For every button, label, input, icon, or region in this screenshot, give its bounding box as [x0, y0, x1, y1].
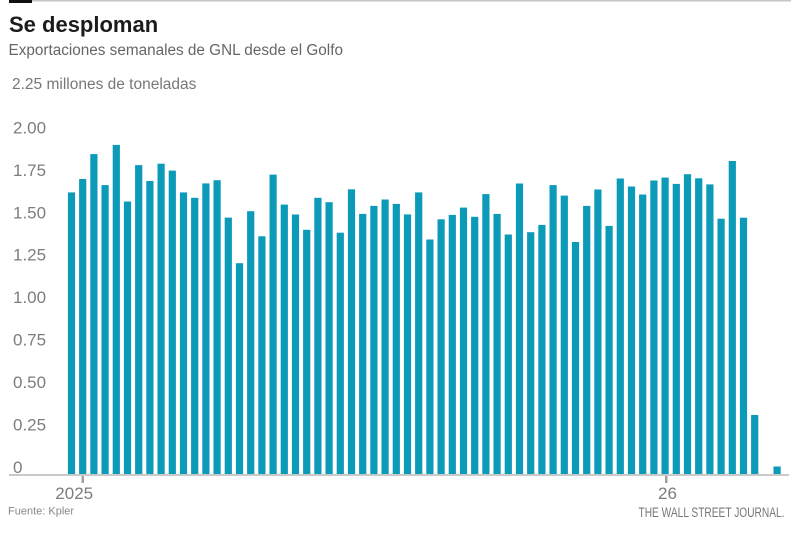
svg-text:1.25: 1.25 — [13, 246, 46, 265]
svg-text:0.25: 0.25 — [13, 416, 46, 435]
svg-text:Fuente: Kpler: Fuente: Kpler — [8, 506, 74, 518]
svg-text:2.25 millones de toneladas: 2.25 millones de toneladas — [12, 76, 197, 93]
svg-text:0: 0 — [13, 458, 22, 477]
svg-text:THE WALL STREET JOURNAL.: THE WALL STREET JOURNAL. — [639, 505, 785, 520]
svg-text:1.75: 1.75 — [13, 161, 46, 180]
svg-text:1.50: 1.50 — [13, 203, 46, 222]
svg-text:0.50: 0.50 — [13, 373, 46, 392]
svg-text:2.00: 2.00 — [13, 118, 46, 137]
svg-text:Exportaciones semanales de GNL: Exportaciones semanales de GNL desde el … — [9, 42, 343, 59]
svg-text:2025: 2025 — [55, 484, 93, 503]
svg-text:1.00: 1.00 — [13, 288, 46, 307]
svg-text:26: 26 — [658, 484, 677, 503]
svg-text:0.75: 0.75 — [13, 331, 46, 350]
svg-text:Se desploman: Se desploman — [9, 12, 158, 37]
